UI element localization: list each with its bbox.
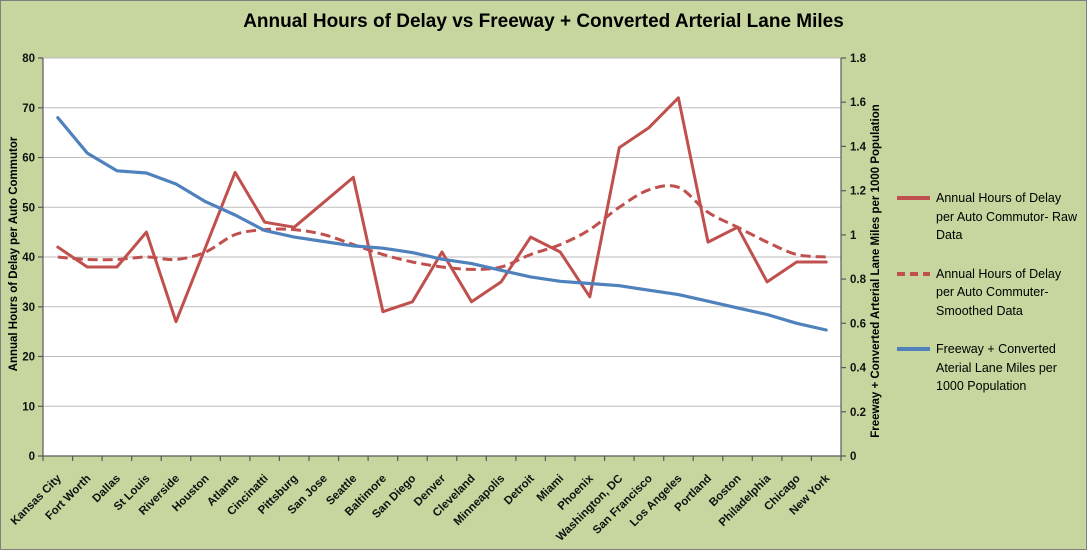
x-axis-label: Detroit [502, 473, 537, 508]
legend-lane-line1: Freeway + Converted [936, 342, 1056, 356]
x-axis-label: Kansas City [9, 472, 64, 527]
right-axis-tick-label: 0 [850, 451, 856, 463]
right-axis-tick-label: 0.8 [850, 274, 867, 286]
right-axis-title: Freeway + Converted Arterial Lane Miles … [870, 104, 882, 438]
legend-smoothed-line1: Annual Hours of Delay [936, 266, 1062, 281]
right-axis-tick-label: 0.6 [850, 318, 866, 330]
left-axis-tick-label: 50 [22, 202, 35, 214]
legend-raw-line2: per Auto Commutor- Raw [936, 209, 1078, 224]
legend-raw-line3: Data [936, 228, 963, 242]
lane-miles-line-swatch [897, 347, 930, 351]
left-axis-title: Annual Hours of Delay per Auto Commutor [8, 136, 20, 372]
legend-raw-line1: Annual Hours of Delay [936, 191, 1062, 205]
left-axis-tick-label: 20 [22, 352, 35, 364]
right-axis-tick-label: 1.2 [850, 186, 866, 198]
legend-smoothed-line2: per Auto Commuter- [936, 285, 1049, 299]
left-axis-tick-label: 0 [29, 451, 35, 463]
legend-label-smoothed-data: Annual Hours of Delay per Auto Commuter-… [936, 265, 1061, 321]
left-axis-tick-label: 80 [22, 53, 35, 65]
legend-label-raw-data: Annual Hours of Delay per Auto Commutor-… [936, 189, 1077, 245]
legend-smoothed-line3: Smoothed Data [936, 303, 1023, 318]
lane-miles-series-line [56, 116, 828, 332]
left-axis-tick-label: 70 [22, 103, 35, 115]
smoothed-data-line-swatch [897, 271, 930, 276]
legend-entry-smoothed-data: Annual Hours of Delay per Auto Commuter-… [897, 265, 1086, 321]
right-axis-tick-label: 1 [850, 230, 857, 242]
legend-lane-line3: 1000 Population [936, 379, 1027, 393]
right-axis-tick-label: 1.8 [850, 53, 867, 65]
legend-lane-line2: Aterial Lane Miles per [936, 360, 1057, 375]
legend-label-lane-miles: Freeway + Converted Aterial Lane Miles p… [936, 340, 1057, 396]
right-axis-tick-label: 1.6 [850, 97, 866, 109]
left-axis-tick-label: 10 [22, 401, 35, 413]
right-axis-tick-label: 1.4 [850, 141, 867, 153]
raw-data-line-swatch [897, 196, 930, 200]
left-axis-tick-label: 60 [22, 153, 35, 165]
legend-entry-raw-data: Annual Hours of Delay per Auto Commutor-… [897, 189, 1086, 245]
right-axis-tick-label: 0.2 [850, 407, 866, 419]
raw-data-series-line [56, 96, 828, 324]
left-axis-tick-label: 30 [22, 302, 35, 314]
chart-title: Annual Hours of Delay vs Freeway + Conve… [243, 11, 844, 32]
right-axis-tick-label: 0.4 [850, 363, 867, 375]
legend-entry-lane-miles: Freeway + Converted Aterial Lane Miles p… [897, 340, 1086, 396]
legend: Annual Hours of Delay per Auto Commutor-… [897, 189, 1086, 416]
left-axis-tick-label: 40 [22, 252, 35, 264]
